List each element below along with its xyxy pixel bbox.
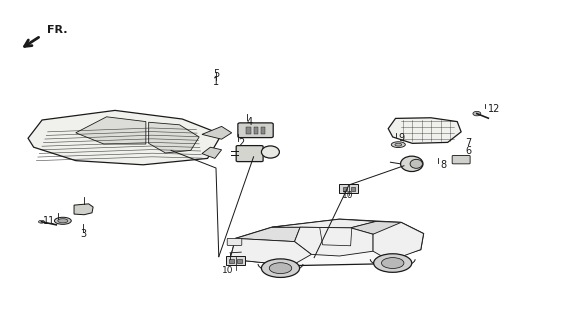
FancyBboxPatch shape: [227, 238, 242, 245]
Ellipse shape: [38, 220, 44, 223]
Polygon shape: [149, 122, 199, 153]
Polygon shape: [230, 238, 311, 266]
Text: 9: 9: [398, 133, 404, 143]
Text: 10: 10: [222, 266, 233, 275]
Text: 2: 2: [238, 138, 245, 148]
Ellipse shape: [261, 259, 300, 277]
Ellipse shape: [401, 156, 423, 172]
Polygon shape: [202, 126, 232, 139]
Polygon shape: [76, 117, 146, 144]
Polygon shape: [295, 227, 373, 256]
Text: 5: 5: [213, 69, 219, 79]
Text: 11: 11: [43, 216, 55, 226]
Text: 6: 6: [466, 146, 472, 156]
Bar: [343, 187, 347, 191]
Ellipse shape: [374, 254, 412, 272]
Circle shape: [473, 111, 481, 116]
Polygon shape: [28, 110, 222, 165]
Polygon shape: [272, 219, 376, 228]
Bar: [229, 259, 234, 263]
Bar: [237, 259, 242, 263]
Text: FR.: FR.: [47, 25, 67, 35]
Bar: [254, 127, 258, 134]
Ellipse shape: [381, 258, 404, 268]
Polygon shape: [230, 219, 424, 266]
Bar: [261, 127, 265, 134]
Ellipse shape: [58, 219, 68, 223]
FancyBboxPatch shape: [236, 146, 263, 162]
Polygon shape: [74, 204, 93, 215]
Ellipse shape: [410, 159, 422, 168]
Text: 12: 12: [488, 104, 500, 114]
Ellipse shape: [261, 146, 279, 158]
Text: 1: 1: [213, 77, 219, 87]
Text: 8: 8: [440, 160, 447, 170]
FancyBboxPatch shape: [339, 184, 358, 193]
Polygon shape: [351, 221, 401, 234]
FancyBboxPatch shape: [226, 256, 245, 266]
Ellipse shape: [392, 142, 405, 148]
Ellipse shape: [54, 217, 71, 224]
Polygon shape: [236, 227, 300, 242]
Text: 10: 10: [342, 191, 353, 200]
Bar: [246, 127, 251, 134]
FancyBboxPatch shape: [238, 123, 273, 138]
Ellipse shape: [269, 263, 292, 274]
Text: 4: 4: [247, 117, 252, 127]
Text: 3: 3: [80, 229, 86, 239]
Polygon shape: [202, 147, 222, 158]
Text: 7: 7: [466, 138, 472, 148]
Bar: [351, 187, 355, 191]
Ellipse shape: [395, 143, 402, 146]
Polygon shape: [373, 222, 424, 261]
Polygon shape: [388, 118, 461, 143]
FancyBboxPatch shape: [452, 156, 470, 164]
